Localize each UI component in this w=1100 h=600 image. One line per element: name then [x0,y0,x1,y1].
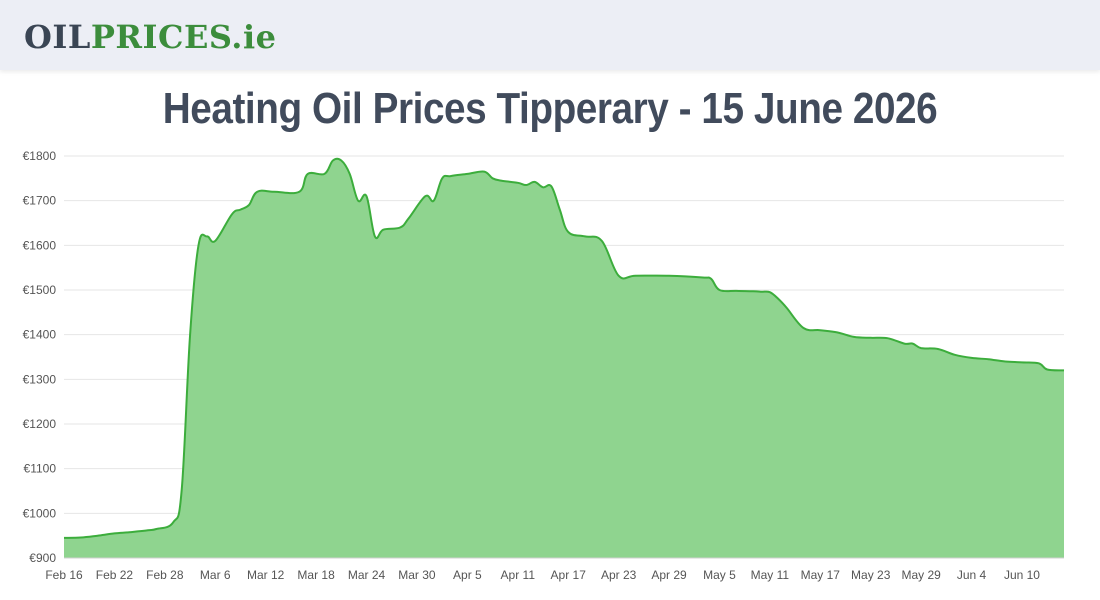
x-tick-label: May 11 [751,568,790,582]
logo-prices-text: PRICES [90,18,232,56]
x-tick-label: May 23 [851,568,891,582]
price-line [63,157,1065,539]
logo-oil-text: OIL [24,18,91,56]
y-tick-label: €1200 [23,417,57,431]
x-tick-label: Jun 10 [1004,568,1040,582]
x-tick-label: Apr 23 [601,568,637,582]
x-tick-label: Apr 17 [551,568,587,582]
x-tick-label: May 29 [901,568,941,582]
y-tick-label: €1100 [24,462,57,476]
y-tick-label: €1400 [23,328,57,342]
x-tick-label: May 17 [801,568,841,582]
x-tick-label: Feb 28 [146,568,184,582]
price-area [64,158,1064,558]
logo-tld-text: .ie [231,18,277,56]
site-logo[interactable]: OILPRICES.ie [24,15,276,59]
y-tick-label: €900 [29,551,56,565]
x-tick-label: Mar 24 [348,568,386,582]
x-tick-label: Apr 11 [501,568,536,582]
x-tick-label: Mar 12 [247,568,285,582]
x-tick-label: Mar 18 [297,568,335,582]
x-tick-label: Apr 29 [651,568,687,582]
x-tick-label: May 5 [703,568,736,582]
y-tick-label: €1800 [23,149,57,163]
y-tick-label: €1700 [23,194,57,208]
x-tick-label: Mar 30 [398,568,436,582]
y-tick-label: €1600 [23,238,57,252]
x-tick-label: Feb 22 [96,568,134,582]
y-tick-label: €1300 [23,372,57,386]
page-title: Heating Oil Prices Tipperary - 15 June 2… [162,84,938,133]
x-tick-label: Apr 5 [453,568,482,582]
price-chart: €900 €1000 €1100 €1200 €1300 €1400 €1500 €1600 €… [23,149,1065,582]
y-tick-label: €1500 [23,283,57,297]
site-header: OILPRICES.ie [0,0,1100,70]
x-tick-label: Mar 6 [200,568,231,582]
x-tick-label: Feb 16 [45,568,83,582]
x-tick-label: Jun 4 [957,568,987,582]
y-tick-label: €1000 [23,506,57,520]
